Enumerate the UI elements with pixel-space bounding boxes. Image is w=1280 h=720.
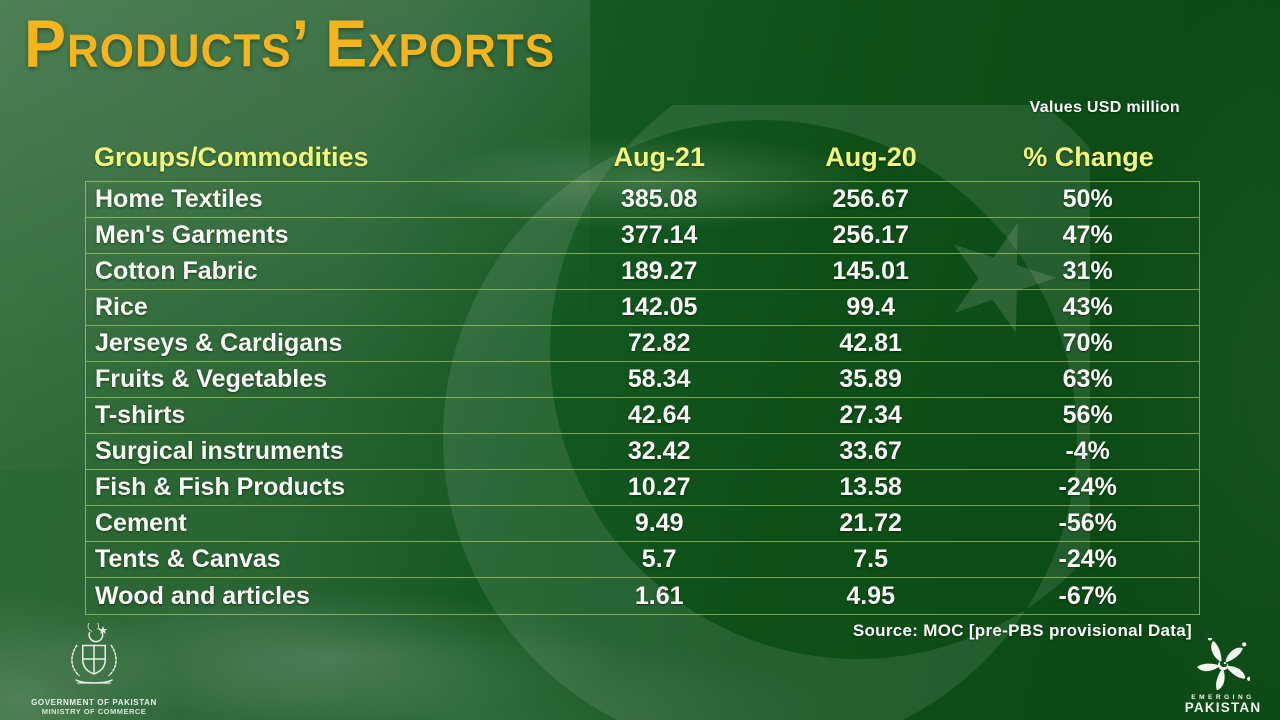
- page-title: Products’ Exports: [24, 7, 556, 82]
- aug20-value-cell: 42.81: [839, 329, 902, 357]
- percent-change-cell: 43%: [1062, 293, 1113, 321]
- table-row: Tents & Canvas 5.7 7.5 -24%: [86, 542, 1199, 578]
- emerging-caption-line2: PAKISTAN: [1184, 700, 1262, 715]
- aug21-value-cell: 32.42: [627, 437, 691, 465]
- aug21-value-cell: 377.14: [620, 221, 698, 249]
- aug21-value-cell: 42.64: [627, 401, 691, 429]
- aug21-value-cell: 10.27: [627, 473, 691, 501]
- aug21-value-cell: 1.61: [634, 581, 684, 610]
- emerging-caption-line1: EMERGING: [1191, 694, 1255, 701]
- commodity-cell: Men's Garments: [95, 221, 289, 249]
- aug20-value-cell: 99.4: [846, 293, 895, 321]
- percent-change-cell: -56%: [1058, 509, 1117, 537]
- commodity-cell: Fruits & Vegetables: [95, 365, 328, 393]
- aug20-value-cell: 21.72: [839, 509, 902, 537]
- commodity-cell: Cotton Fabric: [95, 257, 258, 285]
- emerging-pakistan-logo: EMERGING PAKISTAN: [1178, 638, 1268, 715]
- aug21-value-cell: 142.05: [620, 293, 698, 321]
- aug21-value-cell: 9.49: [634, 509, 684, 537]
- government-logo: GOVERNMENT OF PAKISTAN MINISTRY OF COMME…: [14, 623, 174, 716]
- table-row: Home Textiles 385.08 256.67 50%: [86, 182, 1199, 218]
- percent-change-cell: 50%: [1062, 185, 1113, 213]
- percent-change-cell: 63%: [1062, 365, 1113, 393]
- commodity-cell: Fish & Fish Products: [95, 473, 346, 501]
- aug20-value-cell: 35.89: [839, 365, 902, 393]
- aug20-value-cell: 256.17: [832, 221, 909, 249]
- table-row: Fruits & Vegetables 58.34 35.89 63%: [86, 362, 1199, 398]
- commodity-cell: T-shirts: [95, 401, 186, 429]
- aug20-value-cell: 256.67: [832, 185, 909, 213]
- table-body: Home Textiles 385.08 256.67 50% Men's Garmen…: [85, 181, 1200, 615]
- aug21-value-cell: 58.34: [627, 365, 691, 393]
- commodity-cell: Jerseys & Cardigans: [95, 329, 343, 357]
- percent-change-cell: -67%: [1058, 581, 1117, 610]
- commodity-cell: Wood and articles: [95, 581, 310, 610]
- table-row: Wood and articles 1.61 4.95 -67%: [86, 578, 1199, 614]
- table-row: Fish & Fish Products 10.27 13.58 -24%: [86, 470, 1199, 506]
- percent-change-cell: 56%: [1062, 401, 1113, 429]
- header-aug-20: Aug-20: [825, 141, 917, 172]
- commodity-cell: Cement: [95, 509, 187, 537]
- table-row: Rice 142.05 99.4 43%: [86, 290, 1199, 326]
- percent-change-cell: 47%: [1062, 221, 1113, 249]
- commodity-cell: Home Textiles: [95, 185, 263, 213]
- percent-change-cell: 31%: [1062, 257, 1113, 285]
- commodity-cell: Surgical instruments: [95, 437, 344, 465]
- aug20-value-cell: 13.58: [839, 473, 902, 501]
- aug20-value-cell: 145.01: [832, 257, 909, 285]
- percent-change-cell: -24%: [1058, 545, 1117, 573]
- table-row: Cement 9.49 21.72 -56%: [86, 506, 1199, 542]
- source-note: Source: MOC [pre-PBS provisional Data]: [852, 621, 1192, 640]
- percent-change-cell: 70%: [1062, 329, 1113, 357]
- aug21-value-cell: 385.08: [620, 185, 698, 213]
- percent-change-cell: -24%: [1058, 473, 1117, 501]
- values-unit-note: Values USD million: [1029, 99, 1180, 116]
- header-aug-21: Aug-21: [613, 141, 705, 172]
- table-row: Cotton Fabric 189.27 145.01 31%: [86, 254, 1199, 290]
- aug20-value-cell: 7.5: [853, 545, 889, 573]
- commodity-cell: Tents & Canvas: [95, 545, 281, 573]
- aug21-value-cell: 189.27: [620, 257, 698, 285]
- table-row: T-shirts 42.64 27.34 56%: [86, 398, 1199, 434]
- commodity-cell: Rice: [95, 293, 148, 321]
- aug20-value-cell: 4.95: [846, 581, 895, 610]
- percent-change-cell: -4%: [1065, 437, 1110, 465]
- header-groups-commodities: Groups/Commodities: [94, 141, 369, 172]
- table-row: Surgical instruments 32.42 33.67 -4%: [86, 434, 1199, 470]
- aug21-value-cell: 5.7: [641, 545, 677, 573]
- aug20-value-cell: 27.34: [839, 401, 902, 429]
- gov-caption-line2: MINISTRY OF COMMERCE: [41, 707, 147, 716]
- table-row: Men's Garments 377.14 256.17 47%: [86, 218, 1199, 254]
- pakistan-emblem-icon: [71, 623, 117, 684]
- emerging-swirl-icon: [1196, 638, 1250, 692]
- table-row: Jerseys & Cardigans 72.82 42.81 70%: [86, 326, 1199, 362]
- aug20-value-cell: 33.67: [839, 437, 902, 465]
- aug21-value-cell: 72.82: [627, 329, 691, 357]
- table-header: Groups/Commodities Aug-21 Aug-20 % Chang…: [85, 134, 1200, 180]
- gov-caption-line1: GOVERNMENT OF PAKISTAN: [31, 698, 157, 707]
- header-percent-change: % Change: [1023, 141, 1154, 172]
